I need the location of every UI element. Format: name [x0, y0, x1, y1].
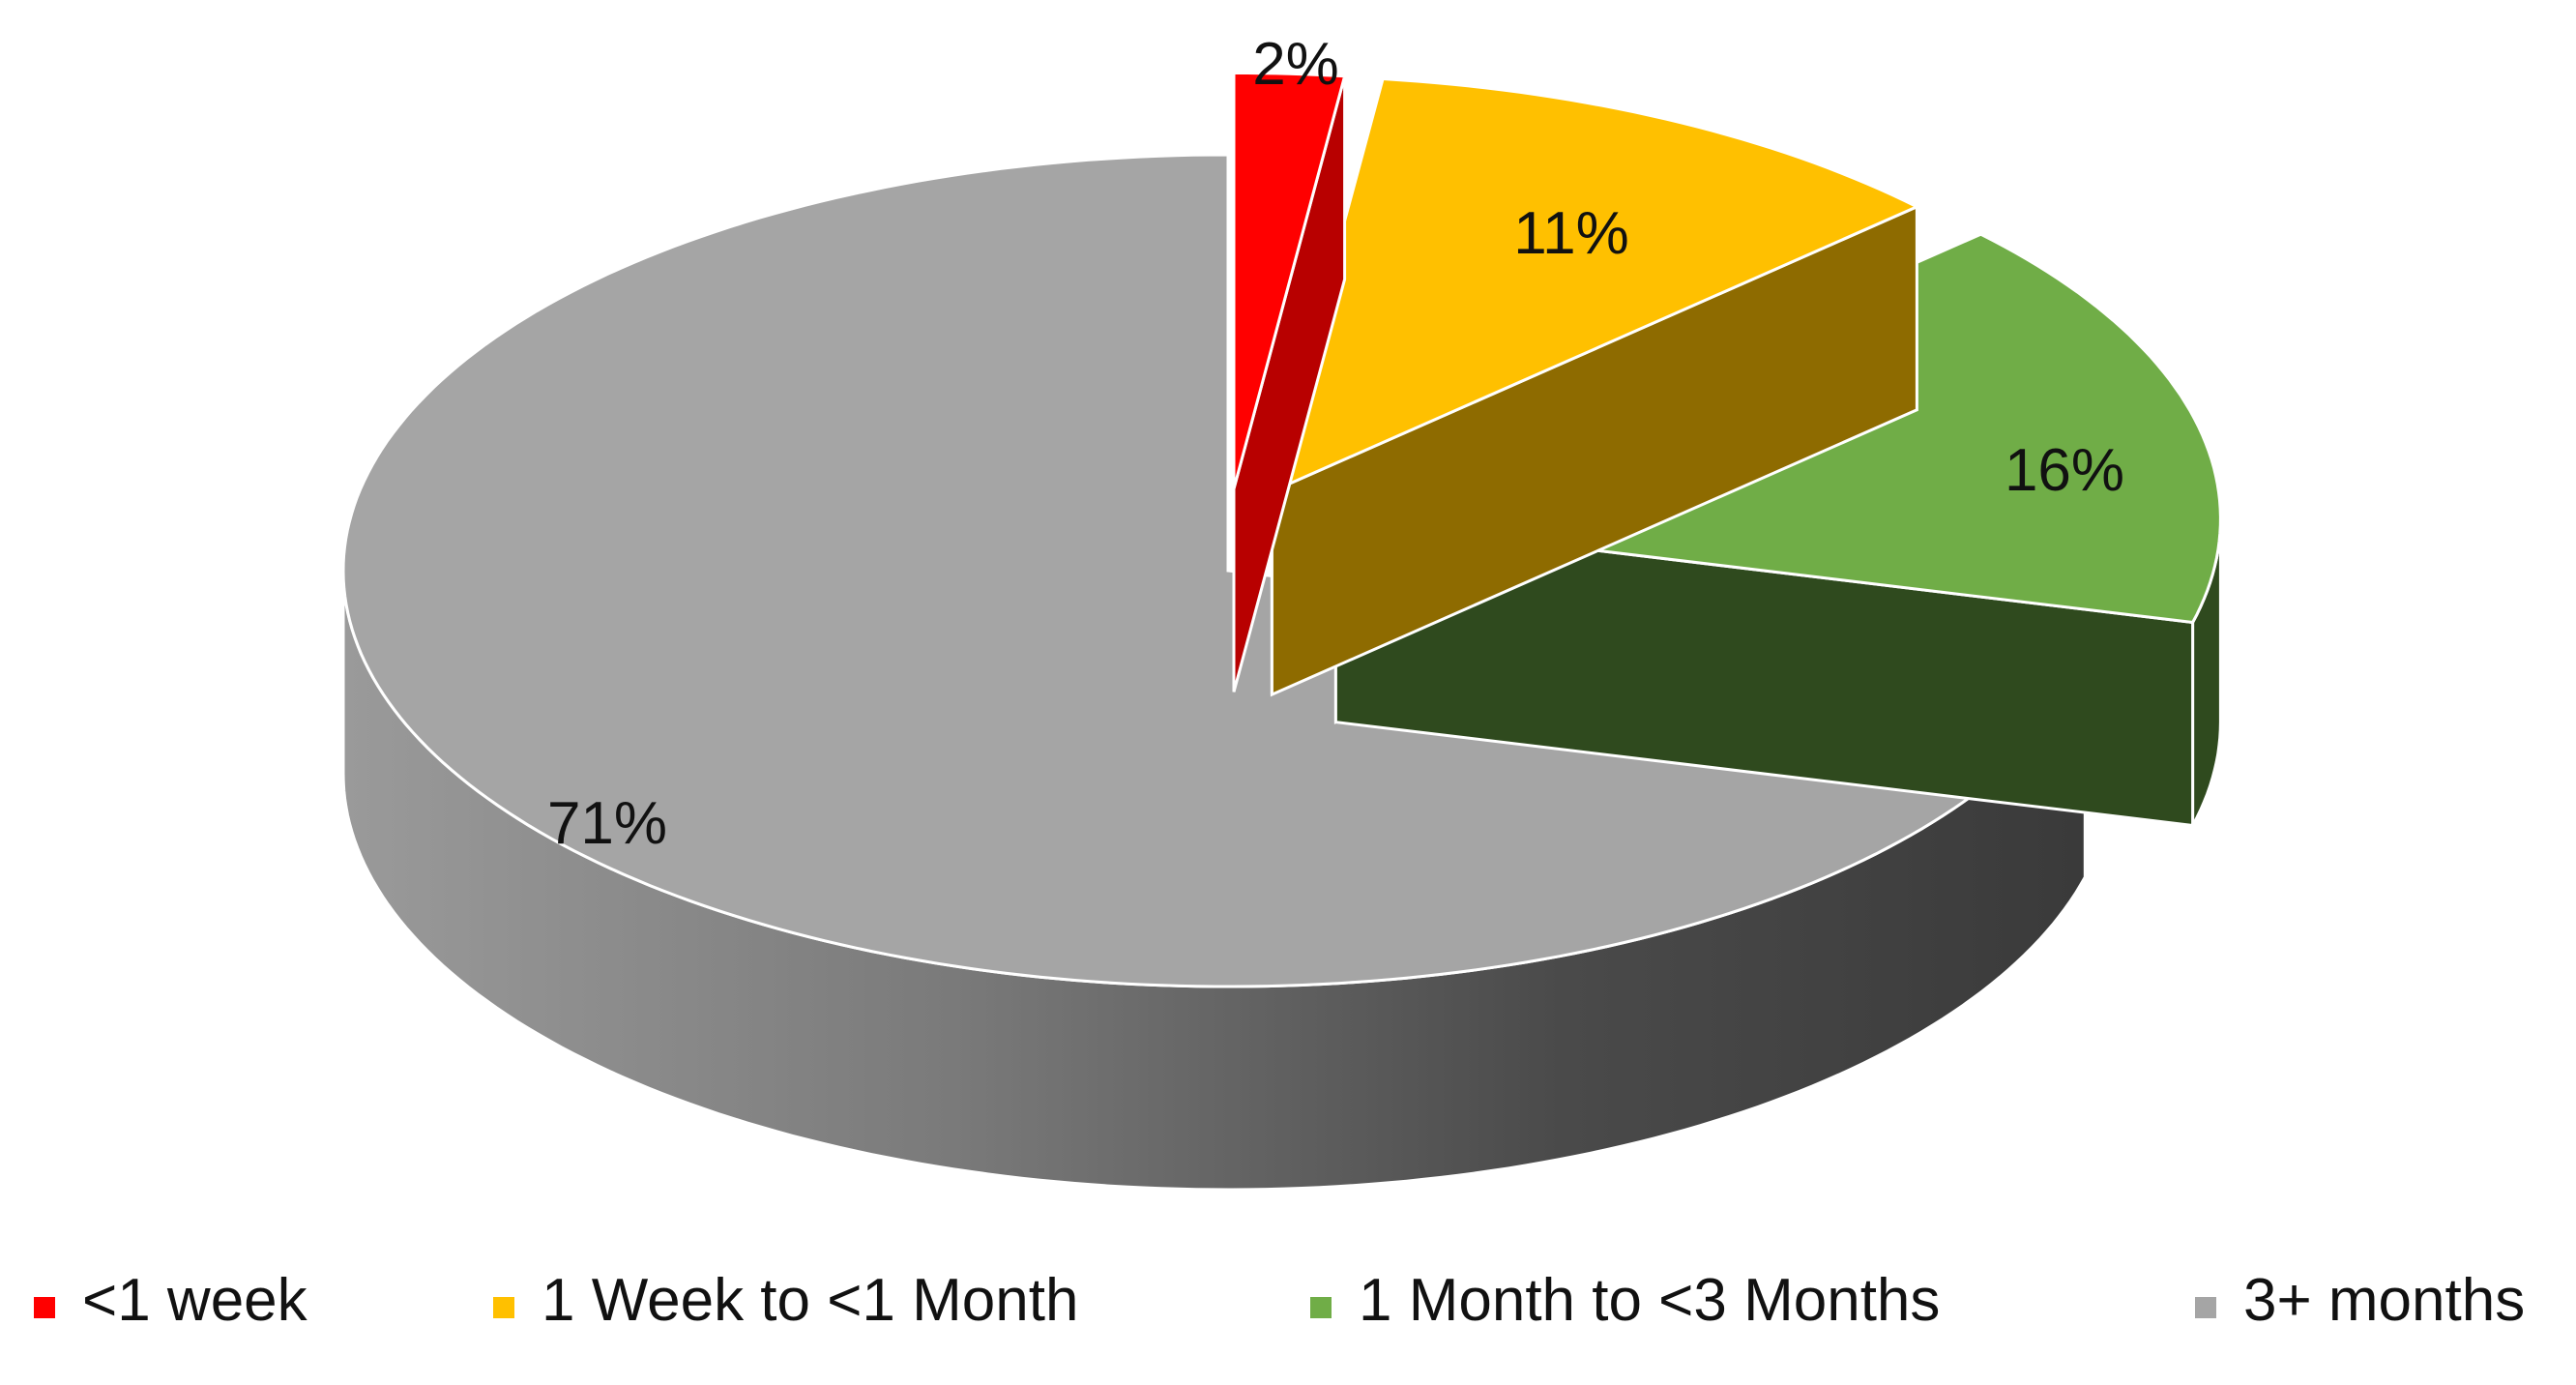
legend-item-1-month-to-3-months: 1 Month to <3 Months: [1310, 1267, 1940, 1334]
data-label-1-week: 2%: [1252, 31, 1339, 98]
legend-label: <1 week: [82, 1267, 308, 1334]
legend-item-1-week-to-1-month: 1 Week to <1 Month: [493, 1267, 1078, 1334]
pie-slices: [341, 71, 2222, 1192]
data-label-3-months: 71%: [547, 790, 667, 857]
slice-1-week-to-1-month: [1270, 76, 1920, 697]
legend-item-3-months: 3+ months: [2195, 1267, 2525, 1334]
legend-swatch: [1310, 1297, 1332, 1318]
chart-legend: <1 week 1 Week to <1 Month 1 Month to <3 M…: [34, 1267, 2525, 1334]
data-labels: 2% 11% 16% 71%: [547, 31, 2124, 857]
legend-swatch: [493, 1297, 514, 1318]
legend-label: 1 Month to <3 Months: [1359, 1267, 1940, 1334]
slice-top-3-months: [341, 153, 2088, 988]
data-label-1-week-to-1-month: 11%: [1513, 200, 1629, 267]
legend-swatch: [2195, 1297, 2216, 1318]
slice-3-months: [341, 153, 2088, 1192]
legend-label: 3+ months: [2243, 1267, 2525, 1334]
legend-label: 1 Week to <1 Month: [542, 1267, 1078, 1334]
data-label-1-month-to-3-months: 16%: [2005, 437, 2124, 504]
slice-top-1-week: [1232, 71, 1347, 489]
slice-top-1-week-to-1-month: [1270, 76, 1920, 494]
legend-item-1-week: <1 week: [34, 1267, 308, 1334]
legend-swatch: [34, 1297, 55, 1318]
slice-1-week: [1232, 71, 1347, 692]
